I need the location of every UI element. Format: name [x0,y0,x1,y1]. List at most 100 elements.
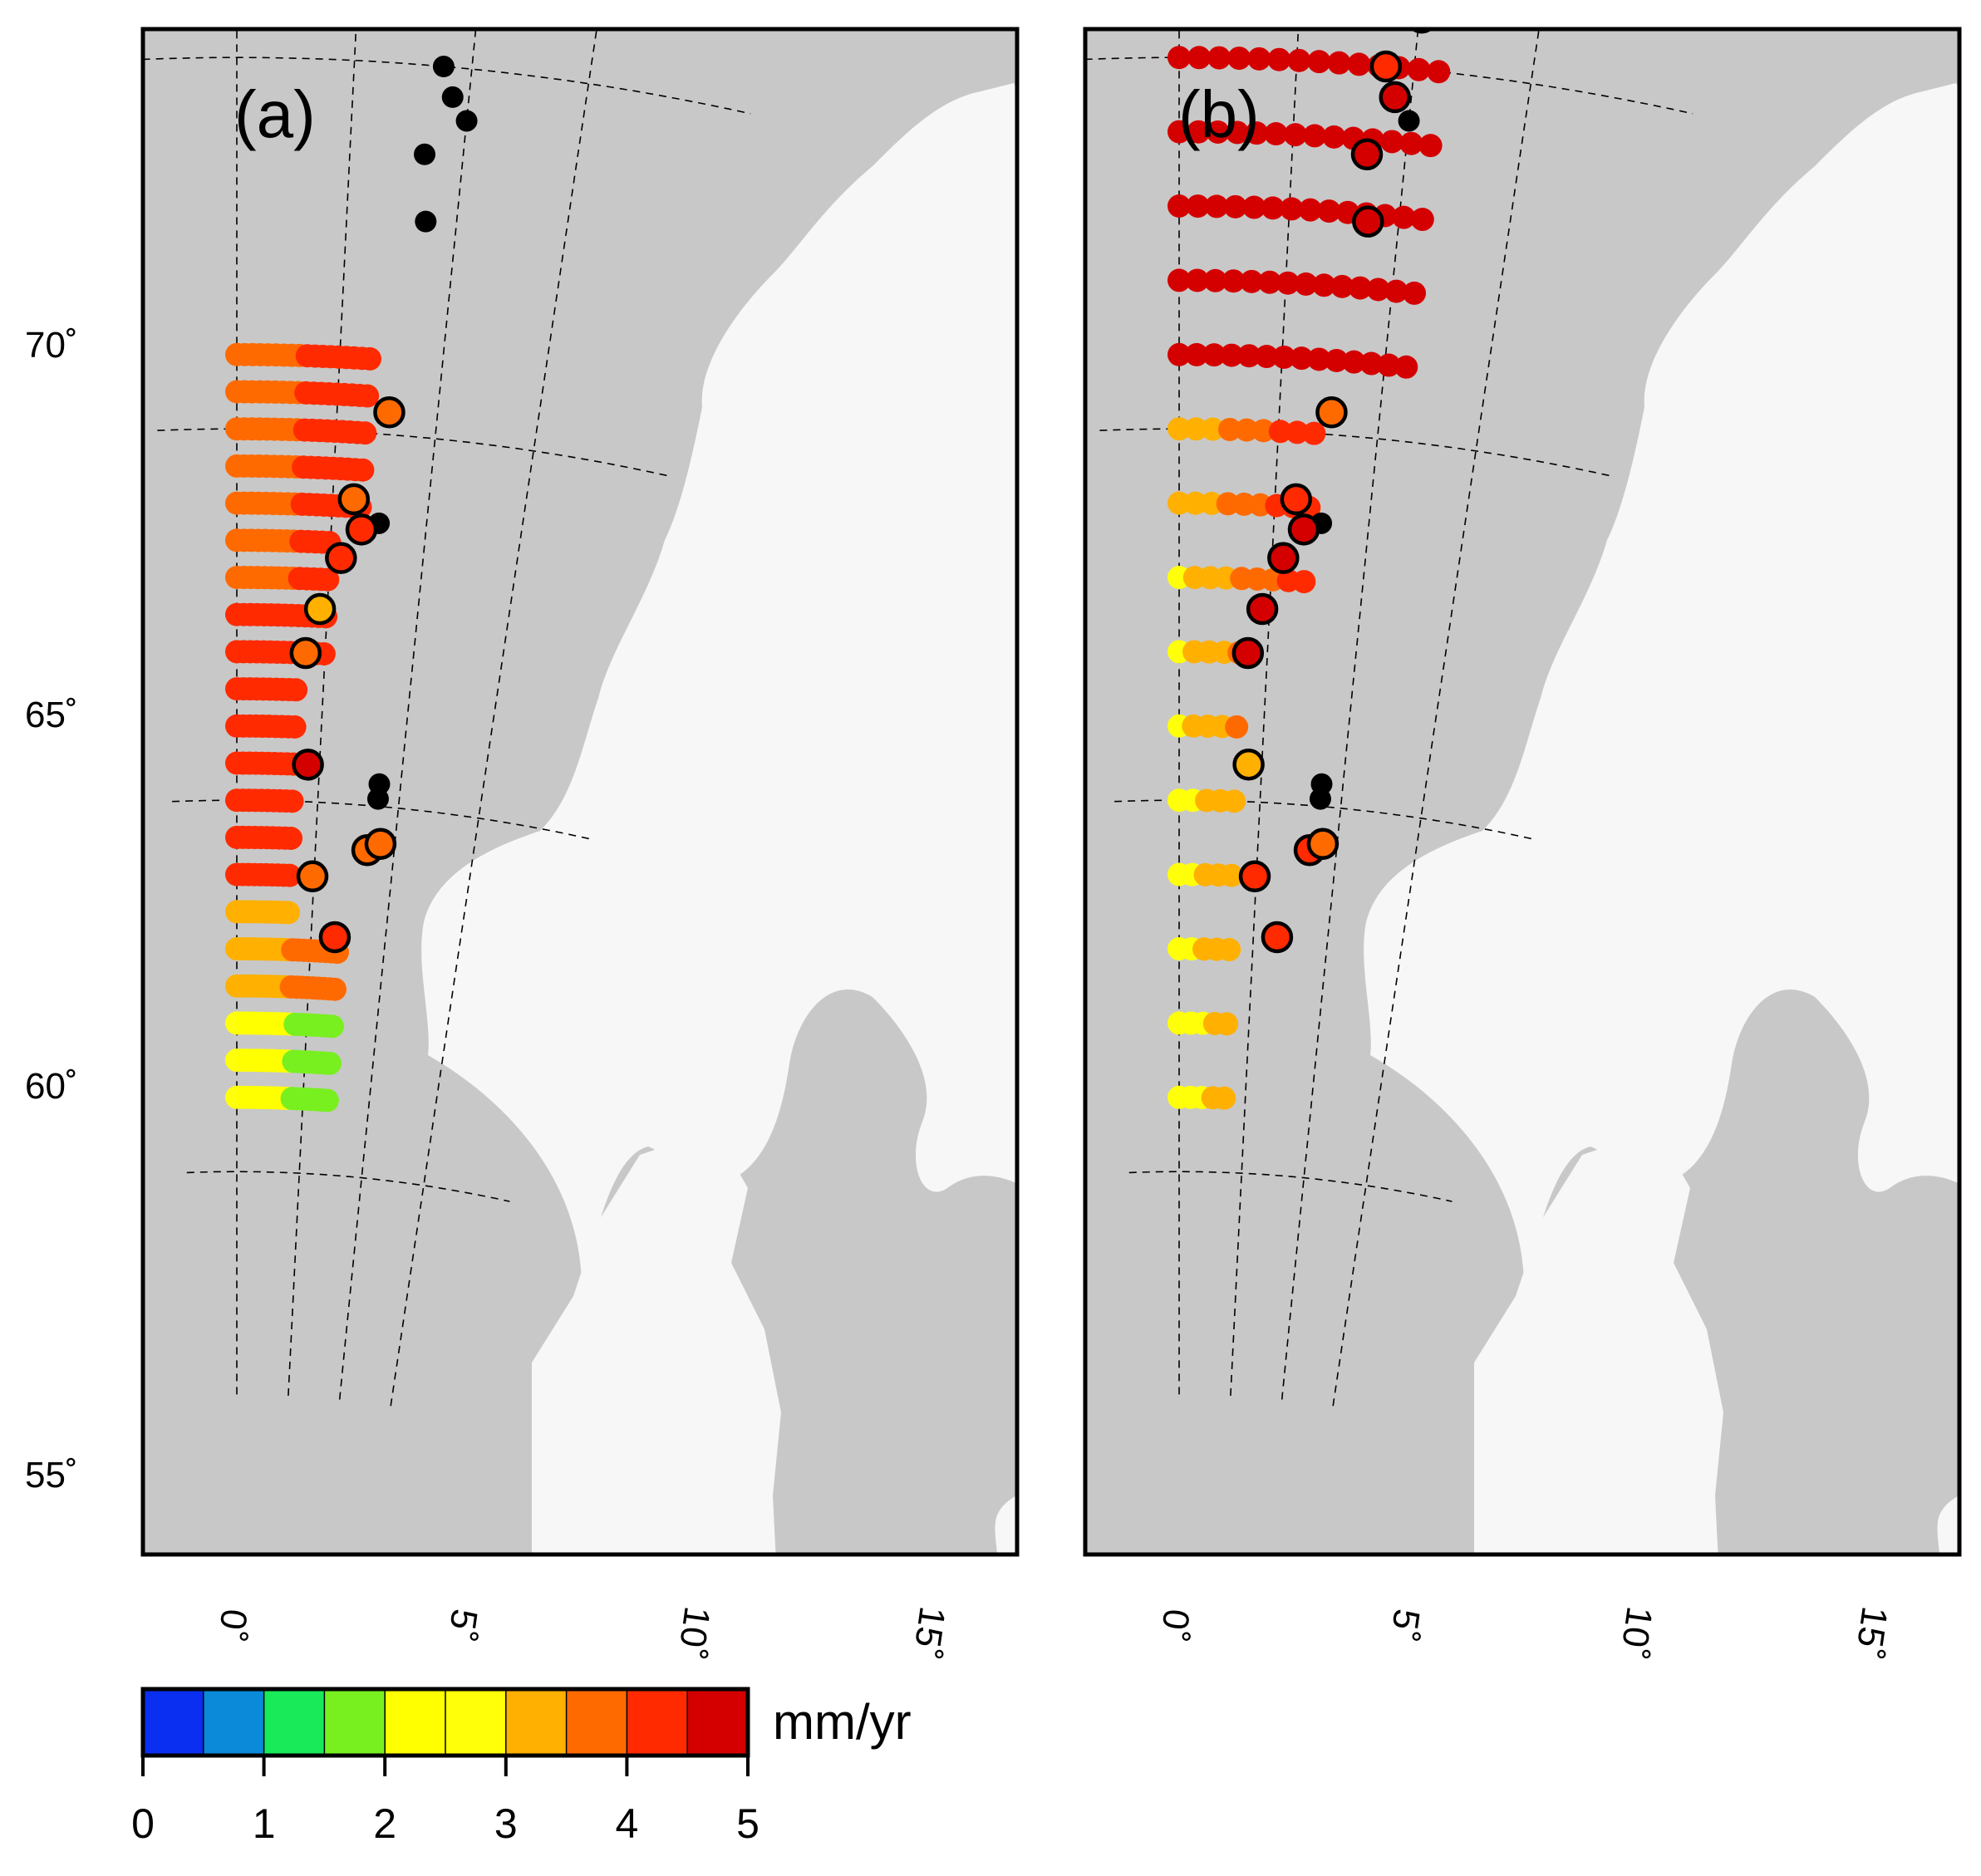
colorbar-segment [505,1688,568,1756]
rate-dot [1167,268,1191,292]
colorbar-tick-label: 5 [736,1800,759,1847]
tide-gauge-station [1267,542,1300,574]
rate-dot [1185,342,1209,366]
tide-gauge-station [1231,636,1265,670]
rate-dot [1348,276,1372,300]
tide-gauge-station [1280,483,1313,516]
rate-dot [1206,120,1230,144]
lon-tick-label: 0˚ [210,1607,255,1645]
no-data-station [415,210,437,233]
colorbar-unit: mm/yr [773,1694,912,1750]
meridian-line [288,29,357,1396]
colorbar-segment [203,1688,265,1756]
panel-label: (b) [1178,77,1260,151]
colorbar-segment [565,1688,628,1756]
rate-dot [1242,195,1266,219]
rate-dot [1217,938,1241,962]
rate-dot [280,789,304,813]
no-data-station [1398,110,1420,132]
tide-gauge-station [1232,748,1265,781]
rate-dot [1167,491,1191,515]
tide-gauge-station [373,396,406,429]
tide-gauge-station [1315,396,1348,429]
rate-dot [1327,51,1351,75]
rate-dot [317,1051,342,1075]
rate-dot [1292,570,1316,594]
rate-dot [277,901,301,925]
rate-dot [1215,1012,1239,1036]
colorbar-segments [142,1688,750,1756]
rate-dot [1330,274,1354,298]
no-data-station [414,143,436,165]
rate-dot [1410,208,1434,232]
rate-dot [357,346,381,371]
meridian-line [338,29,477,1400]
rate-dot [1347,52,1371,76]
no-data-station [432,56,455,78]
rate-dot [1302,421,1326,445]
rate-dot [1185,268,1209,292]
rate-dot [320,1014,344,1039]
colorbar-segment [384,1688,447,1756]
lat-tick-label: 60˚ [25,1066,78,1107]
tide-gauge-station [1352,205,1384,238]
lat-tick-label: 55˚ [25,1455,78,1495]
tide-gauge-station [325,542,357,574]
tide-gauge-station [289,636,322,670]
rate-dot [1384,279,1408,303]
rate-dot [1435,0,1458,9]
tide-gauge-station [364,828,397,860]
lat-tick-label: 70˚ [25,325,78,366]
rate-dot [1380,130,1404,154]
panel-label: (a) [234,77,316,151]
no-data-station [469,7,490,28]
rate-dot [1203,268,1227,292]
rate-dot [1247,47,1271,71]
rate-dot [1261,196,1285,220]
rate-dot [1268,420,1292,444]
lon-axis-a: 0˚ 5˚ 10˚ 15˚ [210,1604,953,1662]
rate-dot [1187,46,1212,70]
rate-dot [1418,134,1443,158]
tide-gauge-station [318,921,351,954]
lon-tick-label: 0˚ [1153,1607,1197,1645]
rate-dots [1167,0,1458,1110]
rate-dot [1353,0,1376,2]
lon-tick-label: 10˚ [1612,1604,1659,1662]
rate-dot [316,567,340,592]
rate-dot [1200,491,1224,515]
rate-dot [279,827,303,851]
rate-dot [1287,48,1311,72]
rate-dot [1222,789,1246,813]
rate-dot [1223,194,1247,219]
tide-gauge-station [1238,860,1271,893]
lon-tick-label: 5˚ [440,1607,485,1645]
rate-dot [1392,205,1416,229]
tide-gauge-station [1350,138,1384,171]
parallel-line [1128,1171,1453,1202]
colorbar-tick-label: 3 [494,1800,518,1847]
rate-dot [1205,194,1229,219]
rate-dot [1359,351,1384,376]
rate-dot [351,458,375,482]
rate-dot [1294,272,1318,296]
lon-tick-label: 10˚ [670,1604,717,1662]
rate-dot [1235,418,1259,442]
lon-tick-label: 15˚ [1847,1604,1895,1662]
rate-dot [1245,121,1269,145]
lon-tick-label: 15˚ [905,1604,952,1662]
tide-gauge-station [1369,50,1403,83]
tide-gauge-station [337,483,371,516]
rate-dot [315,1088,339,1112]
rate-dot [1220,863,1244,887]
rate-dot [1217,417,1241,441]
colorbar-tick-label: 1 [253,1800,276,1847]
rate-dot [1201,417,1225,441]
tide-gauge-station [1306,828,1340,860]
colorbar-segment [323,1688,386,1756]
rate-dot [1187,120,1211,144]
rate-dot [322,977,347,1001]
rate-dot [1167,417,1191,441]
rate-dot [1394,355,1418,379]
rate-dot [1251,419,1276,443]
